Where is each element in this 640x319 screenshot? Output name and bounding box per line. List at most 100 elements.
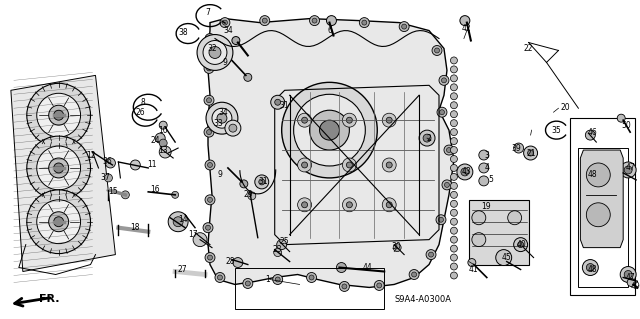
Circle shape (432, 46, 442, 56)
Circle shape (451, 84, 458, 91)
Circle shape (359, 18, 369, 27)
Circle shape (156, 133, 165, 143)
Text: 13: 13 (158, 145, 168, 154)
Text: 41: 41 (469, 265, 479, 274)
Circle shape (451, 236, 458, 243)
Text: S9A4-A0300A: S9A4-A0300A (394, 295, 451, 304)
Circle shape (374, 280, 384, 290)
Text: 2: 2 (427, 134, 431, 143)
Circle shape (346, 202, 353, 208)
Circle shape (27, 136, 90, 200)
Circle shape (419, 130, 435, 146)
Circle shape (617, 114, 625, 122)
Text: 26: 26 (136, 108, 145, 117)
Circle shape (298, 158, 312, 172)
Bar (570, 118, 635, 295)
Circle shape (54, 217, 63, 227)
Circle shape (207, 197, 212, 202)
Text: 31: 31 (280, 101, 289, 110)
Circle shape (310, 110, 349, 150)
Circle shape (451, 129, 458, 136)
Text: 37: 37 (100, 174, 110, 182)
Text: 23: 23 (273, 245, 282, 254)
Circle shape (527, 150, 534, 156)
Circle shape (451, 137, 458, 145)
Circle shape (298, 198, 312, 212)
Circle shape (472, 211, 486, 225)
Circle shape (220, 18, 230, 27)
Circle shape (212, 108, 232, 128)
Circle shape (326, 16, 337, 26)
Circle shape (429, 252, 433, 257)
Circle shape (435, 48, 440, 53)
Circle shape (204, 127, 214, 137)
Circle shape (206, 102, 238, 134)
Circle shape (27, 190, 90, 254)
Circle shape (479, 150, 489, 160)
Circle shape (49, 158, 68, 178)
Circle shape (586, 203, 611, 227)
Circle shape (282, 82, 377, 178)
Circle shape (339, 281, 349, 292)
Circle shape (457, 164, 473, 180)
Circle shape (36, 93, 81, 137)
Text: 31: 31 (258, 177, 268, 186)
Circle shape (620, 267, 636, 282)
Circle shape (207, 255, 212, 260)
Circle shape (436, 215, 446, 225)
Circle shape (259, 179, 265, 185)
Text: 20: 20 (561, 103, 570, 112)
Circle shape (240, 180, 248, 188)
Circle shape (440, 110, 444, 115)
Circle shape (122, 191, 129, 199)
Circle shape (451, 263, 458, 270)
Circle shape (426, 249, 436, 260)
Circle shape (423, 134, 431, 142)
Circle shape (514, 143, 524, 153)
Text: FR.: FR. (39, 294, 60, 304)
Circle shape (508, 211, 522, 225)
Circle shape (586, 163, 611, 187)
Circle shape (451, 165, 458, 171)
Circle shape (386, 117, 392, 123)
Circle shape (442, 180, 452, 190)
Circle shape (312, 18, 317, 23)
Circle shape (131, 160, 140, 170)
Circle shape (159, 146, 171, 158)
Circle shape (205, 160, 215, 170)
Text: 33: 33 (213, 119, 223, 128)
Circle shape (451, 227, 458, 234)
Text: 34: 34 (223, 26, 233, 35)
Text: 45: 45 (502, 253, 511, 262)
Circle shape (451, 146, 458, 153)
Circle shape (36, 200, 81, 244)
Circle shape (399, 22, 409, 32)
Circle shape (518, 241, 524, 248)
Text: 25: 25 (280, 237, 289, 246)
Circle shape (451, 182, 458, 189)
Text: 49: 49 (630, 282, 640, 291)
Circle shape (439, 75, 449, 85)
Circle shape (582, 260, 598, 276)
Text: 18: 18 (131, 223, 140, 232)
Polygon shape (208, 19, 454, 287)
Circle shape (460, 16, 470, 26)
Circle shape (479, 176, 489, 186)
Text: 21: 21 (527, 149, 536, 158)
Polygon shape (11, 75, 115, 271)
Circle shape (402, 24, 406, 29)
Circle shape (301, 202, 308, 208)
Text: 27: 27 (177, 265, 187, 274)
Text: 48: 48 (588, 170, 597, 179)
Circle shape (451, 272, 458, 279)
Text: 38: 38 (179, 28, 188, 37)
Circle shape (54, 163, 63, 173)
Text: 34: 34 (218, 108, 228, 117)
Circle shape (233, 257, 243, 268)
Circle shape (193, 233, 207, 247)
Text: 30: 30 (391, 242, 401, 251)
Circle shape (451, 156, 458, 162)
Circle shape (204, 95, 214, 105)
Circle shape (27, 83, 90, 147)
Circle shape (273, 274, 283, 285)
